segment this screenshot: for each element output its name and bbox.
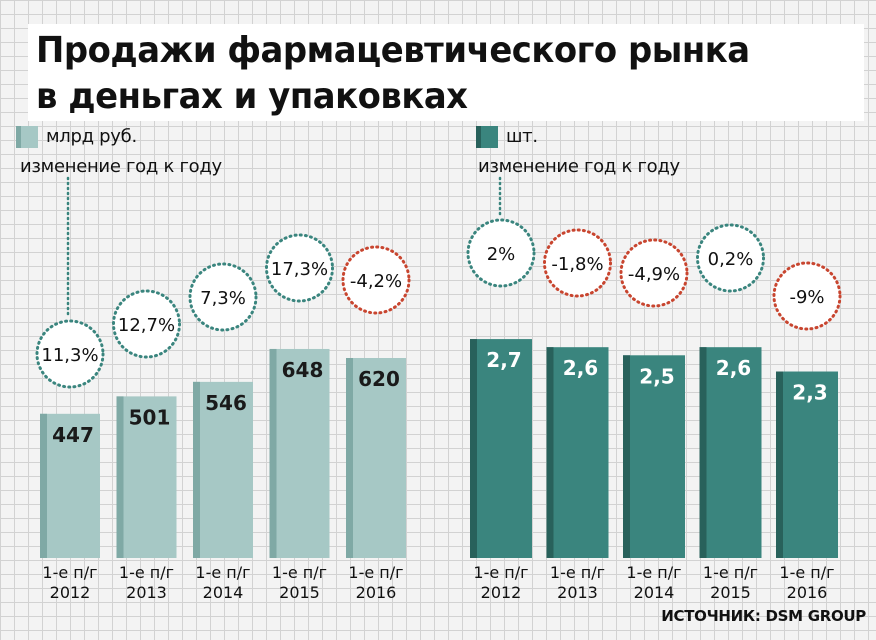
bar-side-shade [116, 396, 124, 558]
bar-side-shade [623, 355, 630, 558]
bar [40, 413, 100, 558]
bar [193, 381, 253, 558]
category-label-line1: 1-е п/г [195, 563, 250, 582]
change-ring [112, 289, 181, 359]
category-label-year: 2015 [710, 583, 751, 602]
change-ring [466, 218, 536, 288]
change-note-packs: изменение год к году [478, 156, 680, 177]
category-label-year: 2015 [279, 583, 320, 602]
category-label-year: 2014 [634, 583, 675, 602]
bar [776, 371, 838, 558]
category-label-year: 2012 [50, 583, 91, 602]
change-label: -1,8% [551, 254, 603, 275]
category-label-year: 2016 [787, 583, 828, 602]
change-label: -4,9% [628, 264, 680, 285]
change-ring [772, 261, 842, 331]
bar-side-shade [346, 358, 353, 558]
bar-side-shade [40, 413, 47, 558]
change-ring [35, 319, 105, 389]
source-note: ИСТОЧНИК: DSM GROUP [661, 607, 866, 625]
change-label: 7,3% [200, 288, 246, 309]
bar-side-shade [699, 347, 707, 558]
change-label: 17,3% [271, 259, 328, 280]
legend-label-packs: шт. [506, 126, 538, 147]
change-ring [265, 233, 334, 303]
bar [116, 396, 177, 558]
change-ring [341, 245, 411, 315]
legend-swatch-money [16, 126, 38, 148]
category-label-line1: 1-е п/г [119, 563, 174, 582]
change-label: 0,2% [708, 249, 754, 270]
legend-swatch-packs [476, 126, 498, 148]
title-line: в деньгах и упаковках [36, 76, 468, 117]
category-label-year: 2013 [557, 583, 598, 602]
change-ring [543, 228, 612, 298]
change-note-money: изменение год к году [20, 156, 222, 177]
change-label: 2% [487, 244, 516, 265]
bar-value-label: 2,7 [486, 348, 521, 372]
bar-value-label: 648 [282, 358, 324, 382]
bar-value-label: 546 [205, 391, 247, 415]
category-label-line1: 1-е п/г [473, 563, 528, 582]
change-label: 12,7% [118, 315, 175, 336]
category-label-line1: 1-е п/г [42, 563, 97, 582]
bar [346, 358, 406, 558]
bar-side-shade [193, 381, 200, 558]
title-line: Продажи фармацевтического рынка [36, 30, 750, 71]
bar-side-shade [470, 339, 477, 558]
change-ring [188, 262, 258, 332]
category-label-line1: 1-е п/г [272, 563, 327, 582]
category-label-year: 2016 [356, 583, 397, 602]
category-label-line1: 1-е п/г [703, 563, 758, 582]
bar-side-shade [269, 348, 277, 558]
category-label-line1: 1-е п/г [550, 563, 605, 582]
category-label-line1: 1-е п/г [626, 563, 681, 582]
chart-title: Продажи фармацевтического рынка в деньгах… [36, 28, 750, 120]
bar-value-label: 2,5 [639, 364, 674, 388]
change-ring [619, 238, 689, 308]
category-label-year: 2012 [481, 583, 522, 602]
bar-value-label: 620 [358, 367, 400, 391]
category-label-line1: 1-е п/г [348, 563, 403, 582]
change-label: -4,2% [350, 271, 402, 292]
category-label-line1: 1-е п/г [779, 563, 834, 582]
bar-value-label: 501 [129, 405, 171, 429]
change-label: -9% [789, 287, 824, 308]
bar [623, 355, 685, 558]
change-label: 11,3% [41, 345, 98, 366]
bar-side-shade [776, 371, 783, 558]
category-label-year: 2014 [203, 583, 244, 602]
title-panel [28, 24, 864, 121]
bar [269, 348, 330, 558]
bar-value-label: 2,6 [716, 356, 751, 380]
category-label-year: 2013 [126, 583, 167, 602]
bar [470, 339, 532, 558]
legend-label-money: млрд руб. [46, 126, 137, 147]
change-ring [696, 223, 765, 293]
bar-value-label: 447 [52, 423, 94, 447]
bar-side-shade [546, 347, 554, 558]
bar-value-label: 2,6 [563, 356, 598, 380]
bar [699, 347, 762, 558]
bar [546, 347, 609, 558]
bar-value-label: 2,3 [792, 381, 827, 405]
